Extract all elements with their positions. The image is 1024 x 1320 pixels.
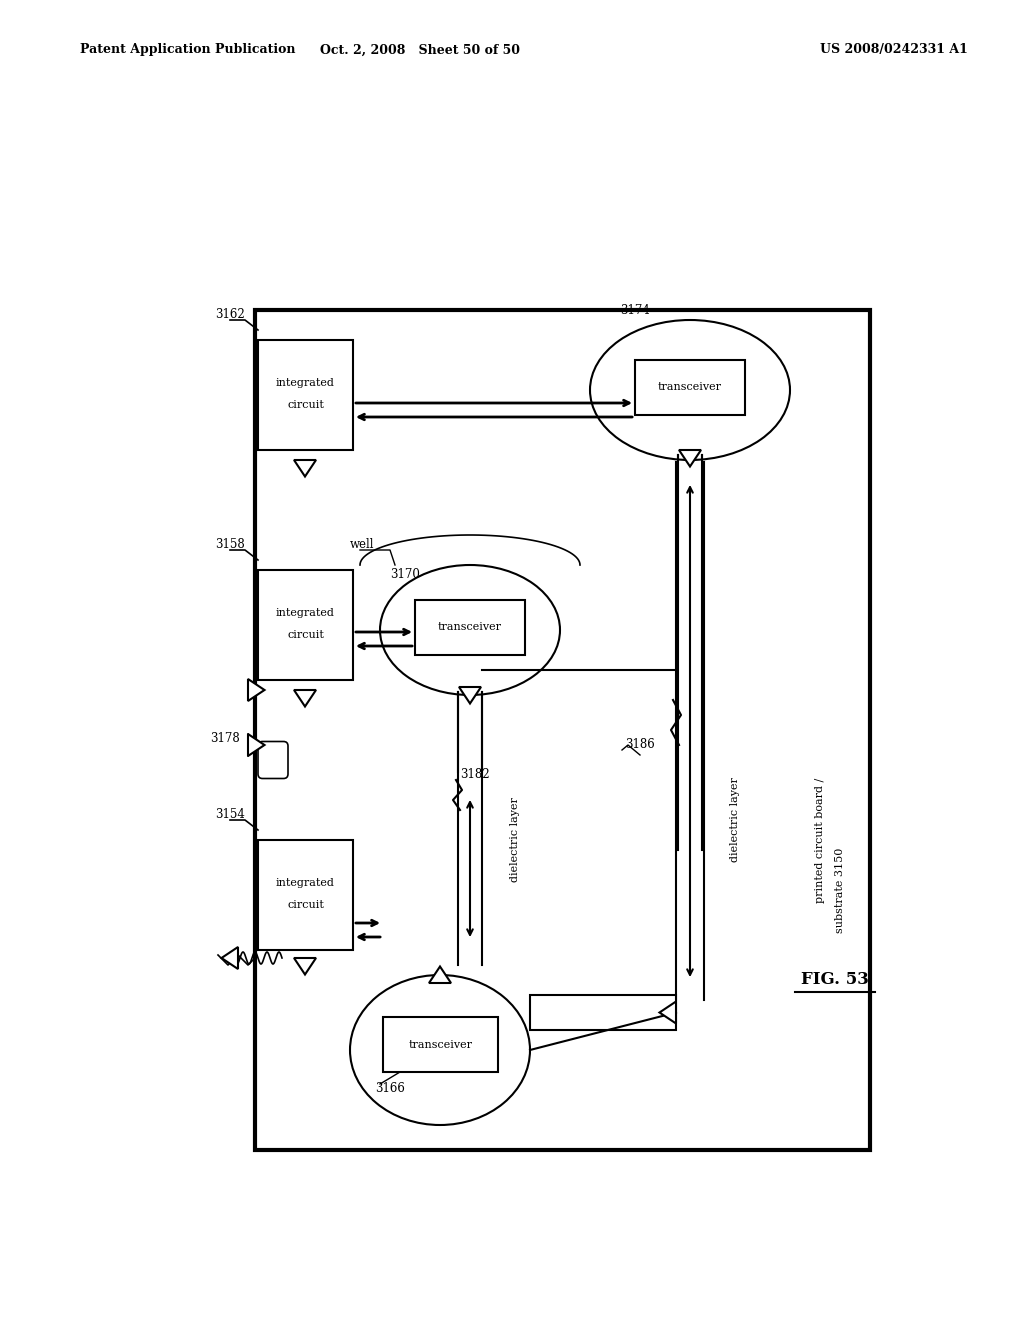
Polygon shape	[429, 966, 451, 983]
Polygon shape	[659, 1002, 676, 1023]
Text: 3166: 3166	[375, 1081, 404, 1094]
Bar	[635, 360, 745, 414]
Bar	[255, 310, 870, 1150]
Text: 3162: 3162	[215, 309, 245, 322]
Text: integrated: integrated	[276, 609, 335, 618]
Polygon shape	[294, 958, 316, 974]
Polygon shape	[248, 678, 264, 701]
Bar	[530, 995, 676, 1030]
Text: well: well	[350, 539, 375, 552]
Text: 3170: 3170	[390, 569, 420, 582]
Ellipse shape	[380, 565, 560, 696]
Bar	[258, 840, 353, 950]
Bar	[383, 1016, 498, 1072]
Text: substrate 3150: substrate 3150	[835, 847, 845, 933]
Text: integrated: integrated	[276, 378, 335, 388]
Text: 3158: 3158	[215, 539, 245, 552]
Bar	[415, 601, 525, 655]
Polygon shape	[221, 946, 238, 969]
Text: printed circuit board /: printed circuit board /	[815, 777, 825, 903]
Text: Oct. 2, 2008   Sheet 50 of 50: Oct. 2, 2008 Sheet 50 of 50	[319, 44, 520, 57]
Text: 3154: 3154	[215, 808, 245, 821]
Ellipse shape	[350, 975, 530, 1125]
Ellipse shape	[590, 319, 790, 459]
Text: dielectric layer: dielectric layer	[730, 777, 740, 862]
FancyBboxPatch shape	[258, 742, 288, 779]
Text: integrated: integrated	[276, 878, 335, 888]
Polygon shape	[294, 690, 316, 706]
Text: dielectric layer: dielectric layer	[510, 797, 520, 883]
Text: circuit: circuit	[287, 900, 324, 909]
Text: US 2008/0242331 A1: US 2008/0242331 A1	[820, 44, 968, 57]
Text: circuit: circuit	[287, 630, 324, 640]
Text: Patent Application Publication: Patent Application Publication	[80, 44, 296, 57]
Text: 3178: 3178	[210, 731, 240, 744]
Text: 3182: 3182	[460, 768, 489, 781]
Text: FIG. 53: FIG. 53	[801, 972, 869, 989]
Polygon shape	[459, 686, 481, 704]
Text: transceiver: transceiver	[409, 1040, 472, 1049]
Text: transceiver: transceiver	[438, 623, 502, 632]
Bar	[258, 570, 353, 680]
Text: transceiver: transceiver	[658, 383, 722, 392]
Text: 3186: 3186	[625, 738, 654, 751]
Polygon shape	[679, 450, 701, 466]
Text: circuit: circuit	[287, 400, 324, 411]
Polygon shape	[294, 459, 316, 477]
Text: 3174: 3174	[620, 304, 650, 317]
Polygon shape	[248, 734, 264, 756]
Bar	[258, 341, 353, 450]
